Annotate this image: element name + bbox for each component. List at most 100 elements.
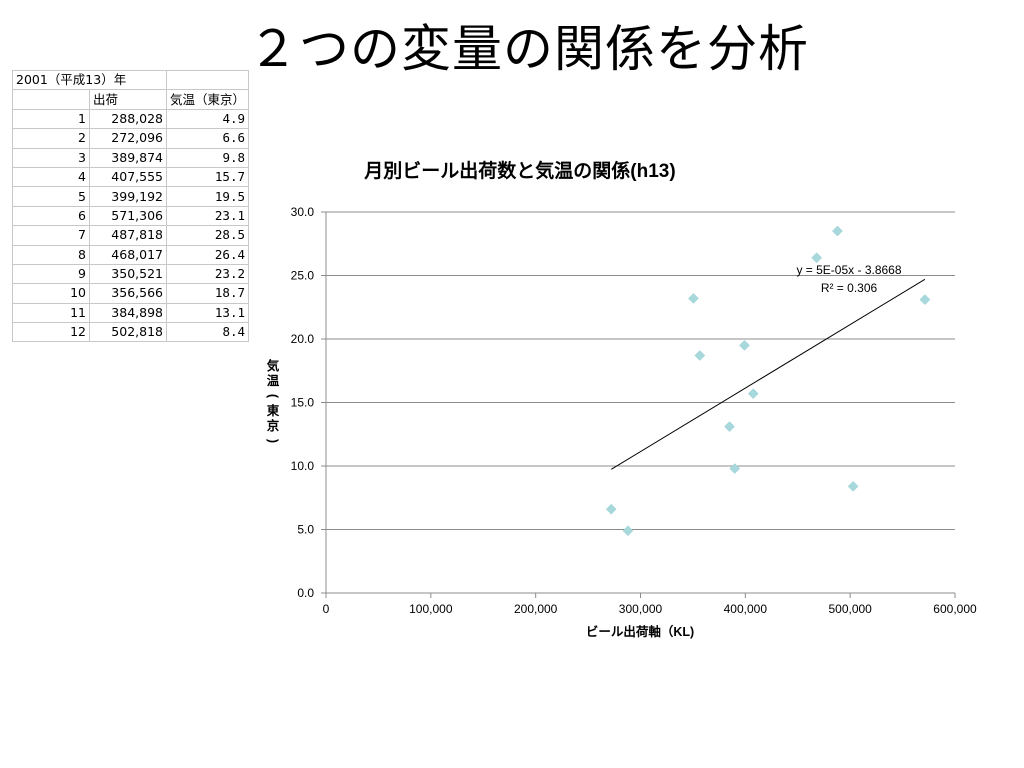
table-cell: 468,017 [89,244,167,265]
data-point [694,350,706,361]
y-axis-label-char: ( [266,394,280,399]
trendline-equation: y = 5E-05x - 3.8668 [796,263,901,277]
y-tick-label: 30.0 [291,205,315,219]
y-tick-label: 15.0 [291,396,315,410]
table-cell: 7 [12,225,90,246]
y-axis-label-char: 京 [267,418,280,433]
chart-gridlines [321,211,956,598]
table-cell: 288,028 [89,108,167,130]
table-cell: 4 [12,166,90,188]
x-tick-label: 100,000 [409,602,453,616]
table-row: 7 487,818 28.5 [12,225,250,246]
table-cell: 502,818 [89,322,167,343]
table-cell: 272,096 [89,128,167,149]
y-axis-label-char: 気 [267,358,280,373]
x-tick-label: 600,000 [933,602,977,616]
table-cell: 356,566 [89,283,167,304]
table-cell: 9.8 [165,147,250,168]
table-row: 8 468,017 26.4 [12,244,250,265]
data-point [724,421,735,432]
data-point [739,339,750,351]
table-cell: 350,521 [89,263,167,285]
table-cell: 9 [12,263,90,285]
data-point [622,525,634,537]
sheet-header-row: 出荷 気温（東京） [12,89,250,110]
table-row: 4 407,555 15.7 [12,166,250,188]
y-tick-label: 0.0 [297,586,314,600]
x-tick-label: 200,000 [514,602,558,616]
data-point [747,388,759,399]
trendline-group [610,278,926,470]
table-cell: 407,555 [89,166,167,188]
table-cell: 19.5 [165,186,250,207]
table-cell: 5 [12,186,90,207]
y-tick-label: 10.0 [291,459,315,473]
table-row: 2 272,096 6.6 [12,128,250,149]
table-row: 11 384,898 13.1 [12,302,250,324]
data-points [605,225,931,537]
scatter-chart: 月別ビール出荷数と気温の関係(h13) 0.0 5.0 10.0 15.0 20.0 25… [266,159,977,639]
table-row: 10 356,566 18.7 [12,283,250,304]
table-cell: 13.1 [165,302,250,324]
table-cell: 4.9 [165,108,250,130]
x-tick-labels: 0 100,000 200,000 300,000 400,000 500,000 600,… [323,602,977,616]
y-axis-label: 気温 ( 東京) [266,358,280,443]
y-axis-label-char: 温 [267,374,280,388]
sheet-title: 2001（平成13）年 [12,69,167,91]
table-cell: 18.7 [165,283,250,304]
table-cell: 23.2 [165,263,250,285]
x-axis-label: ビール出荷軸（KL) [586,624,694,639]
slide-title: ２つの変量の関係を分析 [248,20,809,78]
chart-title: 月別ビール出荷数と気温の関係(h13) [363,159,675,182]
table-cell: 28.5 [165,225,250,246]
trendline [610,278,926,470]
y-axis-label-char: 東 [267,403,280,418]
y-tick-label: 5.0 [297,523,314,537]
table-cell: 6.6 [165,128,250,149]
table-cell: 389,874 [89,147,167,168]
table-row: 1 288,028 4.9 [12,108,250,130]
table-cell: 399,192 [89,186,167,207]
table-row: 9 350,521 23.2 [12,263,250,285]
data-point [729,463,741,474]
sheet-header-cell: 出荷 [89,89,167,110]
table-row: 5 399,192 19.5 [12,186,250,207]
table-cell: 8.4 [165,322,250,343]
data-point [832,225,843,237]
table-cell: 10 [12,283,90,304]
sheet-empty-cell [165,69,250,91]
sheet-title-row: 2001（平成13）年 [12,69,250,91]
data-point [688,293,699,304]
x-tick-label: 300,000 [619,602,663,616]
table-cell: 23.1 [165,205,250,227]
x-tick-label: 400,000 [724,602,768,616]
sheet-header-cell [12,89,90,110]
y-tick-label: 25.0 [291,269,315,283]
data-point [847,480,859,492]
data-point [811,252,822,264]
x-tick-label: 0 [323,602,330,616]
table-cell: 2 [12,128,90,149]
data-point [919,294,931,305]
trendline-r-squared: R² = 0.306 [821,281,878,295]
table-row: 6 571,306 23.1 [12,205,250,227]
table-cell: 12 [12,322,90,343]
x-tick-label: 500,000 [828,602,872,616]
table-cell: 487,818 [89,225,167,246]
table-row: 3 389,874 9.8 [12,147,250,168]
table-cell: 15.7 [165,166,250,188]
data-point [605,503,617,515]
table-cell: 26.4 [165,244,250,265]
table-cell: 8 [12,244,90,265]
y-tick-label: 20.0 [291,332,315,346]
table-cell: 3 [12,147,90,168]
table-cell: 571,306 [89,205,167,227]
table-cell: 6 [12,205,90,227]
data-sheet: 2001（平成13）年 出荷 気温（東京） 1 288,028 4.9 2 272,096 6.… [12,69,250,343]
sheet-header-cell: 気温（東京） [165,89,250,110]
table-cell: 11 [12,302,90,324]
table-cell: 1 [12,108,90,130]
table-row: 12 502,818 8.4 [12,322,250,343]
table-cell: 384,898 [89,302,167,324]
y-axis-label-char: ) [266,439,280,443]
